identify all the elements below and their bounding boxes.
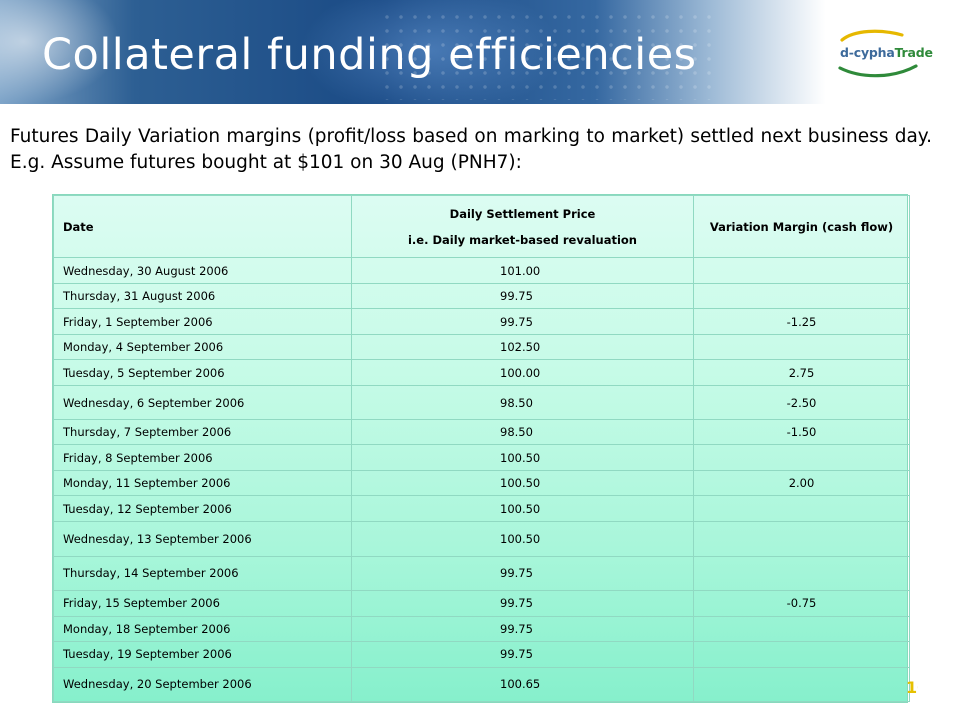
cell-settlement-price: 99.75 <box>351 308 694 336</box>
header-dot-pattern <box>380 10 720 100</box>
table-header-row: Date Daily Settlement Price i.e. Daily m… <box>53 195 910 258</box>
cell-settlement-price: 100.00 <box>351 359 694 387</box>
cell-date: Monday, 11 September 2006 <box>53 470 352 497</box>
table-row: Monday, 11 September 2006 100.50 2.00 <box>53 470 910 497</box>
table-body: Wednesday, 30 August 2006 101.00 Thursday,… <box>53 256 910 703</box>
header-price-line1: Daily Settlement Price <box>449 206 596 221</box>
table-row: Tuesday, 19 September 2006 99.75 <box>53 640 910 668</box>
header-glow-left <box>0 0 120 104</box>
page-number: 10 <box>906 680 918 696</box>
logo-suffix: Trade <box>894 45 933 60</box>
cell-date: Thursday, 31 August 2006 <box>53 283 352 310</box>
cell-date: Friday, 1 September 2006 <box>53 308 352 336</box>
cell-settlement-price: 99.75 <box>351 615 694 642</box>
table-row: Wednesday, 6 September 2006 98.50 -2.50 <box>53 385 910 421</box>
page-title: Collateral funding efficiencies <box>42 30 697 80</box>
cell-variation-margin <box>693 444 910 472</box>
cell-variation-margin <box>693 495 910 523</box>
cell-variation-margin <box>693 555 910 591</box>
cell-variation-margin <box>693 640 910 668</box>
cell-variation-margin: -2.50 <box>693 385 910 421</box>
cell-date: Wednesday, 30 August 2006 <box>53 256 352 285</box>
cell-variation-margin: -1.50 <box>693 419 910 446</box>
table-row: Friday, 15 September 2006 99.75 -0.75 <box>53 589 910 617</box>
cell-settlement-price: 100.50 <box>351 495 694 523</box>
header-price-line2: i.e. Daily market-based revaluation <box>407 232 637 247</box>
variation-margin-table: Date Daily Settlement Price i.e. Daily m… <box>52 194 910 703</box>
cell-date: Wednesday, 20 September 2006 <box>53 666 352 703</box>
cell-variation-margin <box>693 334 910 361</box>
logo-swoosh-icon <box>838 29 918 78</box>
cell-date: Tuesday, 5 September 2006 <box>53 359 352 387</box>
header-variation-margin: Variation Margin (cash flow) <box>693 195 910 258</box>
logo-wordmark: d-cyphaTrade <box>840 45 933 60</box>
cell-settlement-price: 98.50 <box>351 419 694 446</box>
table-row: Tuesday, 12 September 2006 100.50 <box>53 495 910 523</box>
table-row: Monday, 18 September 2006 99.75 <box>53 615 910 642</box>
cell-variation-margin <box>693 283 910 310</box>
table-row: Thursday, 7 September 2006 98.50 -1.50 <box>53 419 910 446</box>
cell-settlement-price: 99.75 <box>351 589 694 617</box>
cell-date: Thursday, 14 September 2006 <box>53 555 352 591</box>
table-row: Tuesday, 5 September 2006 100.00 2.75 <box>53 359 910 387</box>
cell-date: Tuesday, 12 September 2006 <box>53 495 352 523</box>
cell-variation-margin: -0.75 <box>693 589 910 617</box>
header-settlement-price: Daily Settlement Price i.e. Daily market… <box>351 195 694 258</box>
cell-date: Monday, 18 September 2006 <box>53 615 352 642</box>
cell-variation-margin: -1.25 <box>693 308 910 336</box>
cell-date: Thursday, 7 September 2006 <box>53 419 352 446</box>
cell-variation-margin <box>693 666 910 703</box>
slide-header: Collateral funding efficiencies <box>0 0 960 104</box>
cell-settlement-price: 100.65 <box>351 666 694 703</box>
cell-date: Wednesday, 6 September 2006 <box>53 385 352 421</box>
cell-settlement-price: 99.75 <box>351 555 694 591</box>
cell-settlement-price: 99.75 <box>351 283 694 310</box>
cell-settlement-price: 98.50 <box>351 385 694 421</box>
header-glow-center <box>300 0 560 104</box>
table-row: Wednesday, 20 September 2006 100.65 <box>53 666 910 703</box>
cell-date: Friday, 15 September 2006 <box>53 589 352 617</box>
company-logo: d-cyphaTrade <box>832 26 940 80</box>
table-row: Friday, 8 September 2006 100.50 <box>53 444 910 472</box>
cell-date: Wednesday, 13 September 2006 <box>53 521 352 557</box>
cell-settlement-price: 100.50 <box>351 444 694 472</box>
cell-date: Monday, 4 September 2006 <box>53 334 352 361</box>
cell-settlement-price: 99.75 <box>351 640 694 668</box>
cell-settlement-price: 102.50 <box>351 334 694 361</box>
cell-variation-margin <box>693 615 910 642</box>
table-row: Wednesday, 30 August 2006 101.00 <box>53 256 910 285</box>
table-row: Thursday, 14 September 2006 99.75 <box>53 555 910 591</box>
cell-variation-margin <box>693 521 910 557</box>
table-row: Monday, 4 September 2006 102.50 <box>53 334 910 361</box>
header-date: Date <box>53 195 352 258</box>
table-row: Wednesday, 13 September 2006 100.50 <box>53 521 910 557</box>
table-row: Friday, 1 September 2006 99.75 -1.25 <box>53 308 910 336</box>
logo-prefix: d-cypha <box>840 45 895 60</box>
cell-variation-margin: 2.75 <box>693 359 910 387</box>
cell-date: Tuesday, 19 September 2006 <box>53 640 352 668</box>
cell-settlement-price: 101.00 <box>351 256 694 285</box>
cell-variation-margin <box>693 256 910 285</box>
intro-text: Futures Daily Variation margins (profit/… <box>10 126 932 173</box>
cell-settlement-price: 100.50 <box>351 521 694 557</box>
cell-date: Friday, 8 September 2006 <box>53 444 352 472</box>
cell-settlement-price: 100.50 <box>351 470 694 497</box>
cell-variation-margin: 2.00 <box>693 470 910 497</box>
table-row: Thursday, 31 August 2006 99.75 <box>53 283 910 310</box>
